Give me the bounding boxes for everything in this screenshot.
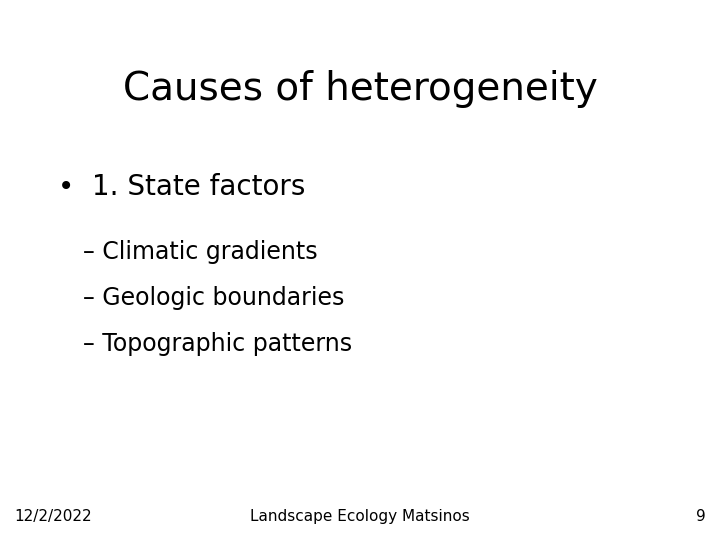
Text: 12/2/2022: 12/2/2022 <box>14 509 92 524</box>
Text: 9: 9 <box>696 509 706 524</box>
Text: – Topographic patterns: – Topographic patterns <box>83 332 352 356</box>
Text: – Geologic boundaries: – Geologic boundaries <box>83 286 344 310</box>
Text: Landscape Ecology Matsinos: Landscape Ecology Matsinos <box>250 509 470 524</box>
Text: Causes of heterogeneity: Causes of heterogeneity <box>122 70 598 108</box>
Text: •  1. State factors: • 1. State factors <box>58 173 305 201</box>
Text: – Climatic gradients: – Climatic gradients <box>83 240 318 264</box>
